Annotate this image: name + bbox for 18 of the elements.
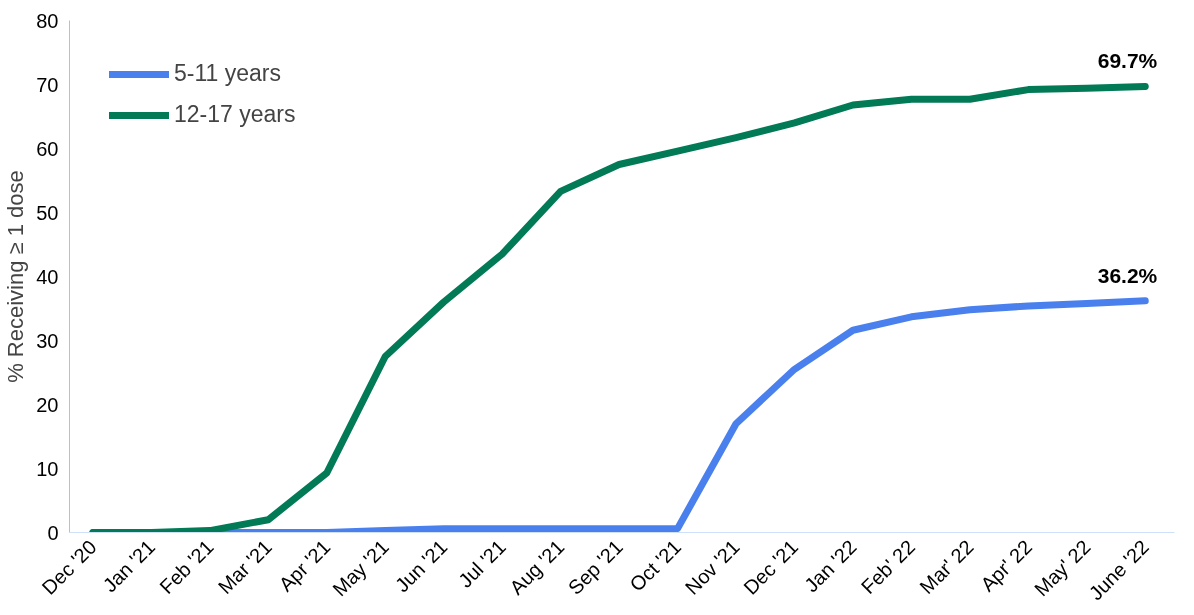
data-label: 69.7% — [1097, 49, 1158, 73]
y-tick-label: 10 — [36, 457, 59, 480]
y-tick-label: 20 — [36, 393, 59, 416]
x-tick-label: Jan '22 — [800, 535, 861, 597]
data-label: 36.2% — [1097, 263, 1158, 287]
x-tick-label: Jun '21 — [390, 535, 452, 597]
y-axis-title: % Receiving ≥ 1 dose — [3, 170, 29, 383]
y-tick-label: 50 — [36, 201, 59, 224]
legend-label: 12-17 years — [174, 101, 296, 128]
x-tick-label: Dec '21 — [739, 535, 803, 599]
legend-label: 5-11 years — [174, 60, 281, 87]
y-tick-label: 40 — [36, 265, 59, 288]
y-tick-label: 60 — [36, 137, 59, 160]
y-tick-label: 80 — [36, 9, 59, 32]
y-tick-label: 30 — [36, 329, 59, 352]
y-tick-label: 70 — [36, 73, 59, 96]
x-tick-label: Oct '21 — [625, 535, 686, 596]
y-tick-label: 0 — [47, 521, 59, 544]
